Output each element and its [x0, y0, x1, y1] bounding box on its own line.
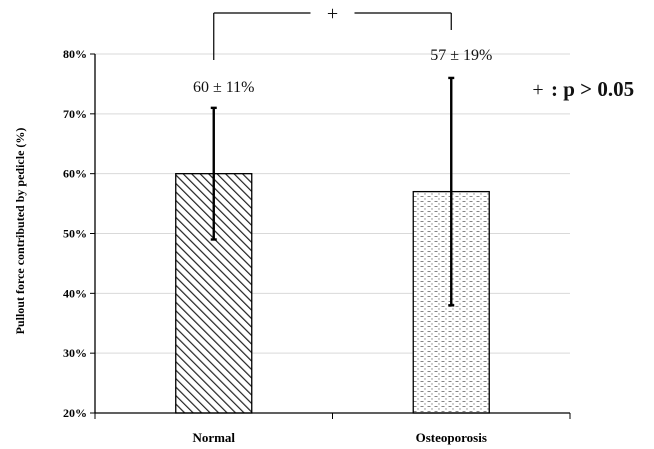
bracket-symbol: + [327, 3, 338, 25]
significance-bracket: + [213, 3, 452, 60]
y-tick-label: 50% [63, 227, 87, 241]
data-label: 60 ± 11% [193, 79, 255, 96]
significance-legend-symbol: + [532, 79, 543, 101]
y-tick-label: 30% [63, 346, 87, 360]
y-axis-label: Pullout force contributed by pedicle (%) [13, 128, 27, 335]
y-tick-label: 60% [63, 167, 87, 181]
y-tick-label: 70% [63, 107, 87, 121]
data-labels: 60 ± 11% 57 ± 19% [193, 47, 492, 96]
axes [94, 54, 571, 419]
x-category-label: Osteoporosis [416, 430, 487, 445]
y-tick-label: 80% [63, 47, 87, 61]
error-bars [210, 76, 455, 307]
x-category-label: Normal [192, 430, 235, 445]
bars [175, 173, 490, 414]
grid-lines [95, 53, 570, 354]
data-label: 57 ± 19% [430, 47, 492, 64]
y-axis-ticks: 20% 30% 40% 50% 60% 70% 80% [63, 47, 95, 420]
y-tick-label: 20% [63, 406, 87, 420]
significance-legend-text: : p > 0.05 [551, 77, 634, 101]
y-tick-label: 40% [63, 286, 87, 300]
x-axis-categories: Normal Osteoporosis [192, 430, 486, 445]
